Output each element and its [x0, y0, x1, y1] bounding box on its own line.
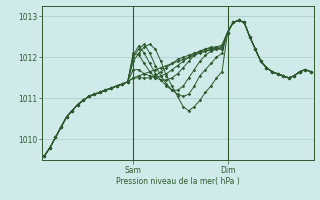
X-axis label: Pression niveau de la mer( hPa ): Pression niveau de la mer( hPa )	[116, 177, 239, 186]
